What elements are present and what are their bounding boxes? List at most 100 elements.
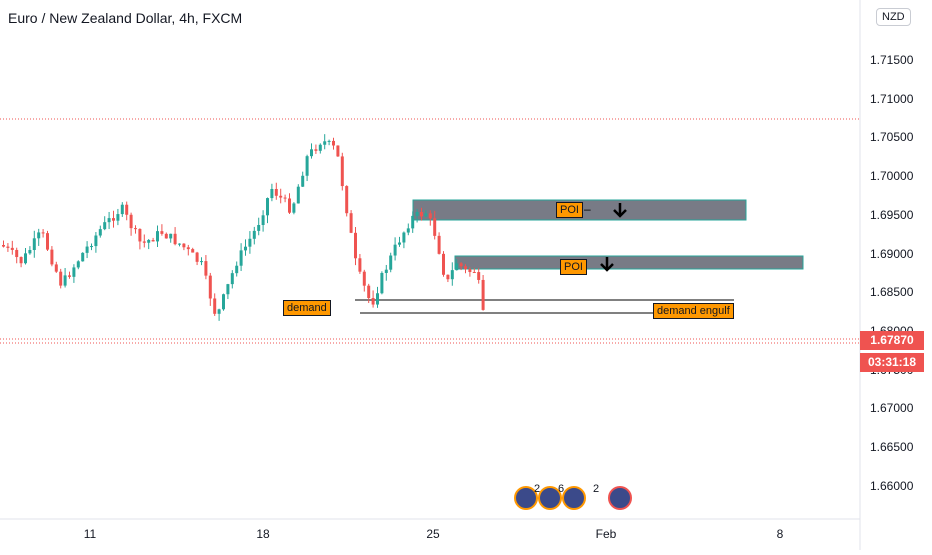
candle-body (46, 233, 49, 250)
demand-label[interactable]: demand (283, 300, 331, 316)
candle-body (376, 293, 379, 305)
candle-body (164, 233, 168, 239)
price-tick-label: 1.69000 (870, 246, 914, 261)
candle-body (424, 213, 428, 217)
poi-zone-bottom[interactable] (454, 255, 804, 270)
event-icon[interactable] (608, 486, 632, 510)
event-icon[interactable] (514, 486, 538, 510)
candle-body (349, 213, 353, 233)
candle-body (428, 213, 432, 219)
candle-body (437, 235, 441, 254)
candle-body (191, 249, 195, 253)
candle-body (398, 242, 401, 245)
candle-body (354, 232, 357, 259)
candle-body (50, 249, 54, 265)
candle-body (384, 269, 388, 273)
candle-body (213, 298, 217, 314)
candle-body (28, 250, 32, 254)
candle-body (19, 257, 23, 264)
candle-body (345, 186, 349, 214)
candle-body (142, 241, 146, 243)
candle-body (446, 274, 450, 280)
event-count: 6 (558, 483, 565, 495)
last-price-badge: 1.67870 (860, 331, 924, 350)
candle-body (230, 273, 234, 285)
candle-body (279, 195, 283, 198)
candle-body (32, 238, 36, 251)
candle-body (235, 265, 239, 274)
candle-body (340, 156, 344, 187)
candle-body (186, 247, 190, 250)
candle-body (305, 156, 309, 176)
candle-body (125, 204, 129, 215)
event-count: 2 (534, 483, 541, 495)
price-tick-label: 1.66500 (870, 440, 914, 454)
candle-body (72, 267, 76, 277)
price-tick-label: 1.66000 (870, 478, 914, 493)
candle-body (411, 215, 415, 229)
candle-body (94, 235, 98, 247)
candle-body (244, 246, 247, 251)
candle-body (266, 198, 269, 216)
candle-body (120, 204, 124, 215)
candle-body (222, 294, 225, 310)
candle-body (358, 258, 362, 272)
candle-body (464, 266, 467, 270)
candle-body (208, 275, 212, 299)
candle-body (292, 203, 296, 213)
event-icon[interactable] (538, 486, 562, 510)
candle-body (393, 244, 397, 256)
candle-body (2, 245, 5, 247)
candle-body (248, 238, 252, 247)
candle-body (406, 228, 410, 233)
candle-body (37, 232, 41, 239)
candle-body (459, 263, 463, 267)
candle-body (442, 253, 445, 275)
candle-body (252, 230, 256, 239)
candle-body (15, 249, 19, 258)
demand-engulf-label[interactable]: demand engulf (653, 303, 734, 319)
candle-body (455, 263, 459, 271)
event-icon[interactable] (562, 486, 586, 510)
candle-body (147, 240, 151, 243)
candle-body (367, 285, 371, 299)
price-tick-label: 1.69500 (870, 207, 914, 222)
candle-body (63, 275, 67, 286)
poi-label-top[interactable]: POI (556, 202, 583, 218)
candle-body (274, 188, 278, 196)
price-tick-label: 1.71000 (870, 91, 914, 106)
candle-body (200, 261, 203, 263)
candle-body (129, 214, 133, 229)
candle-body (90, 246, 93, 248)
candle-body (318, 144, 322, 151)
candle-body (420, 211, 423, 217)
candle-body (195, 252, 199, 262)
countdown-badge: 03:31:18 (860, 353, 924, 372)
candle-body (41, 232, 45, 234)
candle-body (283, 197, 287, 199)
candle-body (24, 253, 27, 264)
poi-label-bottom[interactable]: POI (560, 259, 587, 275)
candle-body (327, 140, 331, 142)
candle-body (59, 271, 63, 286)
candle-body (362, 271, 366, 286)
event-icons[interactable] (514, 486, 632, 510)
candle-body (336, 145, 340, 157)
price-tick-label: 1.70500 (870, 130, 914, 145)
currency-button[interactable]: NZD (876, 8, 911, 26)
candle-body (270, 188, 274, 199)
arrow-down-icon-top (613, 203, 627, 218)
candle-body (81, 252, 85, 262)
candle-body (85, 246, 89, 253)
candle-body (76, 261, 80, 268)
candle-body (138, 228, 142, 242)
candle-body (151, 240, 155, 242)
candle-body (178, 243, 181, 245)
candle-body (314, 149, 318, 151)
candle-body (296, 186, 300, 204)
candle-body (156, 231, 159, 242)
candle-body (173, 233, 177, 245)
candle-body (134, 228, 137, 230)
